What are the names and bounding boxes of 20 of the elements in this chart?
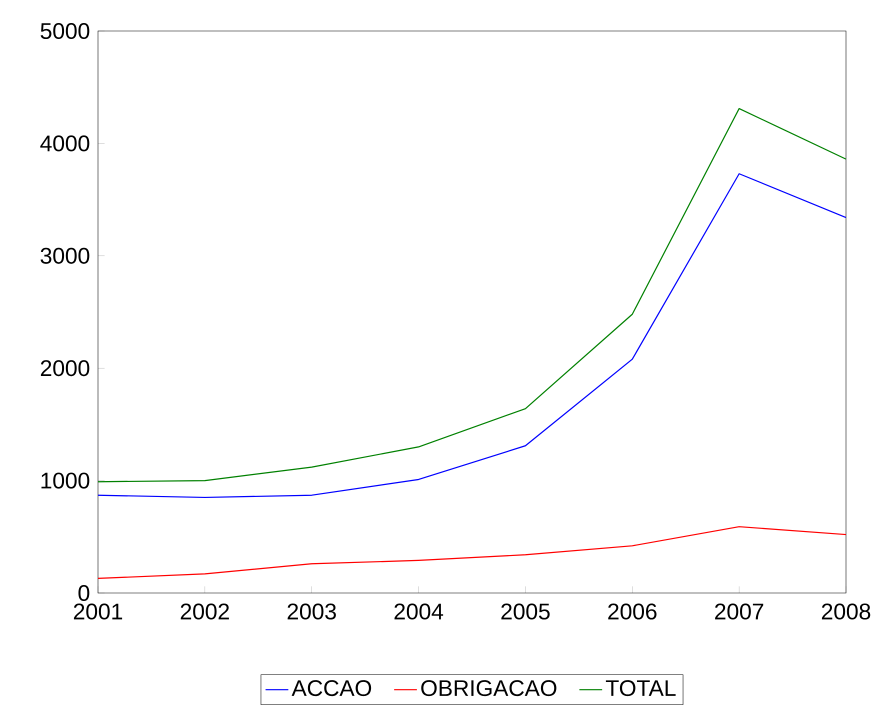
y-tick-label: 0: [78, 584, 90, 602]
y-tick-label: 5000: [40, 22, 90, 40]
y-tick-label: 2000: [40, 360, 90, 376]
legend-label: TOTAL: [606, 680, 676, 696]
x-tick-label: 2006: [608, 603, 656, 620]
x-tick-label: 2001: [74, 603, 122, 620]
y-tick-label: 4000: [40, 135, 90, 152]
y-tick-label: 1000: [41, 472, 90, 489]
line-series: [98, 173, 846, 498]
x-tick-label: 2007: [715, 603, 764, 620]
line-series: [98, 526, 846, 579]
x-tick-label: 2005: [501, 603, 550, 620]
legend-label: OBRIGACAO: [421, 680, 556, 696]
x-tick-label: 2004: [394, 603, 444, 620]
legend-label: ACCAO: [292, 680, 372, 696]
x-tick-label: 2003: [288, 603, 336, 620]
x-tick-label: 2008: [822, 603, 870, 620]
x-tick-label: 2002: [180, 603, 229, 620]
y-tick-label: 3000: [40, 248, 90, 264]
line-series: [98, 108, 846, 482]
